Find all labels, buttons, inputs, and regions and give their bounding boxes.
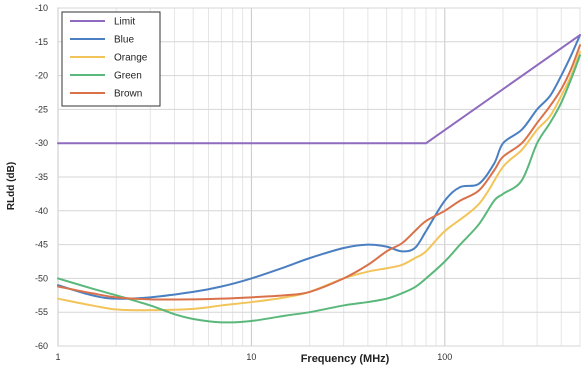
y-tick-label: -25: [35, 104, 48, 114]
x-axis-title: Frequency (MHz): [301, 353, 390, 365]
series-line-green: [57, 54, 581, 324]
y-tick-label: -20: [35, 71, 48, 81]
legend-label-green: Green: [114, 71, 142, 82]
y-tick-label: -45: [35, 240, 48, 250]
legend: Limit Blue Orange Green Brown: [61, 11, 161, 107]
y-tick-label: -50: [35, 273, 48, 283]
legend-box: [61, 11, 161, 107]
y-tick-label: -30: [35, 138, 48, 148]
legend-label-brown: Brown: [114, 89, 142, 100]
x-tick-label: 10: [246, 352, 256, 362]
x-tick-labels: 1 10 100: [55, 352, 452, 362]
y-axis-title: RLdd (dB): [6, 162, 17, 210]
y-tick-labels: -10 -15 -20 -25 -30 -35 -40 -45 -50 -55 -60: [35, 3, 48, 351]
legend-label-limit: Limit: [114, 17, 135, 28]
y-tick-label: -10: [35, 3, 48, 13]
y-tick-label: -60: [35, 341, 48, 351]
x-tick-label: 100: [437, 352, 452, 362]
legend-label-blue: Blue: [114, 35, 134, 46]
legend-label-orange: Orange: [114, 53, 148, 64]
series-line-orange: [57, 50, 581, 312]
series-lines: [57, 34, 581, 324]
y-tick-label: -55: [35, 307, 48, 317]
x-tick-label: 1: [55, 352, 60, 362]
y-tick-label: -15: [35, 37, 48, 47]
y-tick-label: -35: [35, 172, 48, 182]
series-line-brown: [57, 44, 581, 301]
series-line-limit: [57, 34, 581, 145]
y-tick-label: -40: [35, 206, 48, 216]
series-line-blue: [57, 34, 581, 300]
